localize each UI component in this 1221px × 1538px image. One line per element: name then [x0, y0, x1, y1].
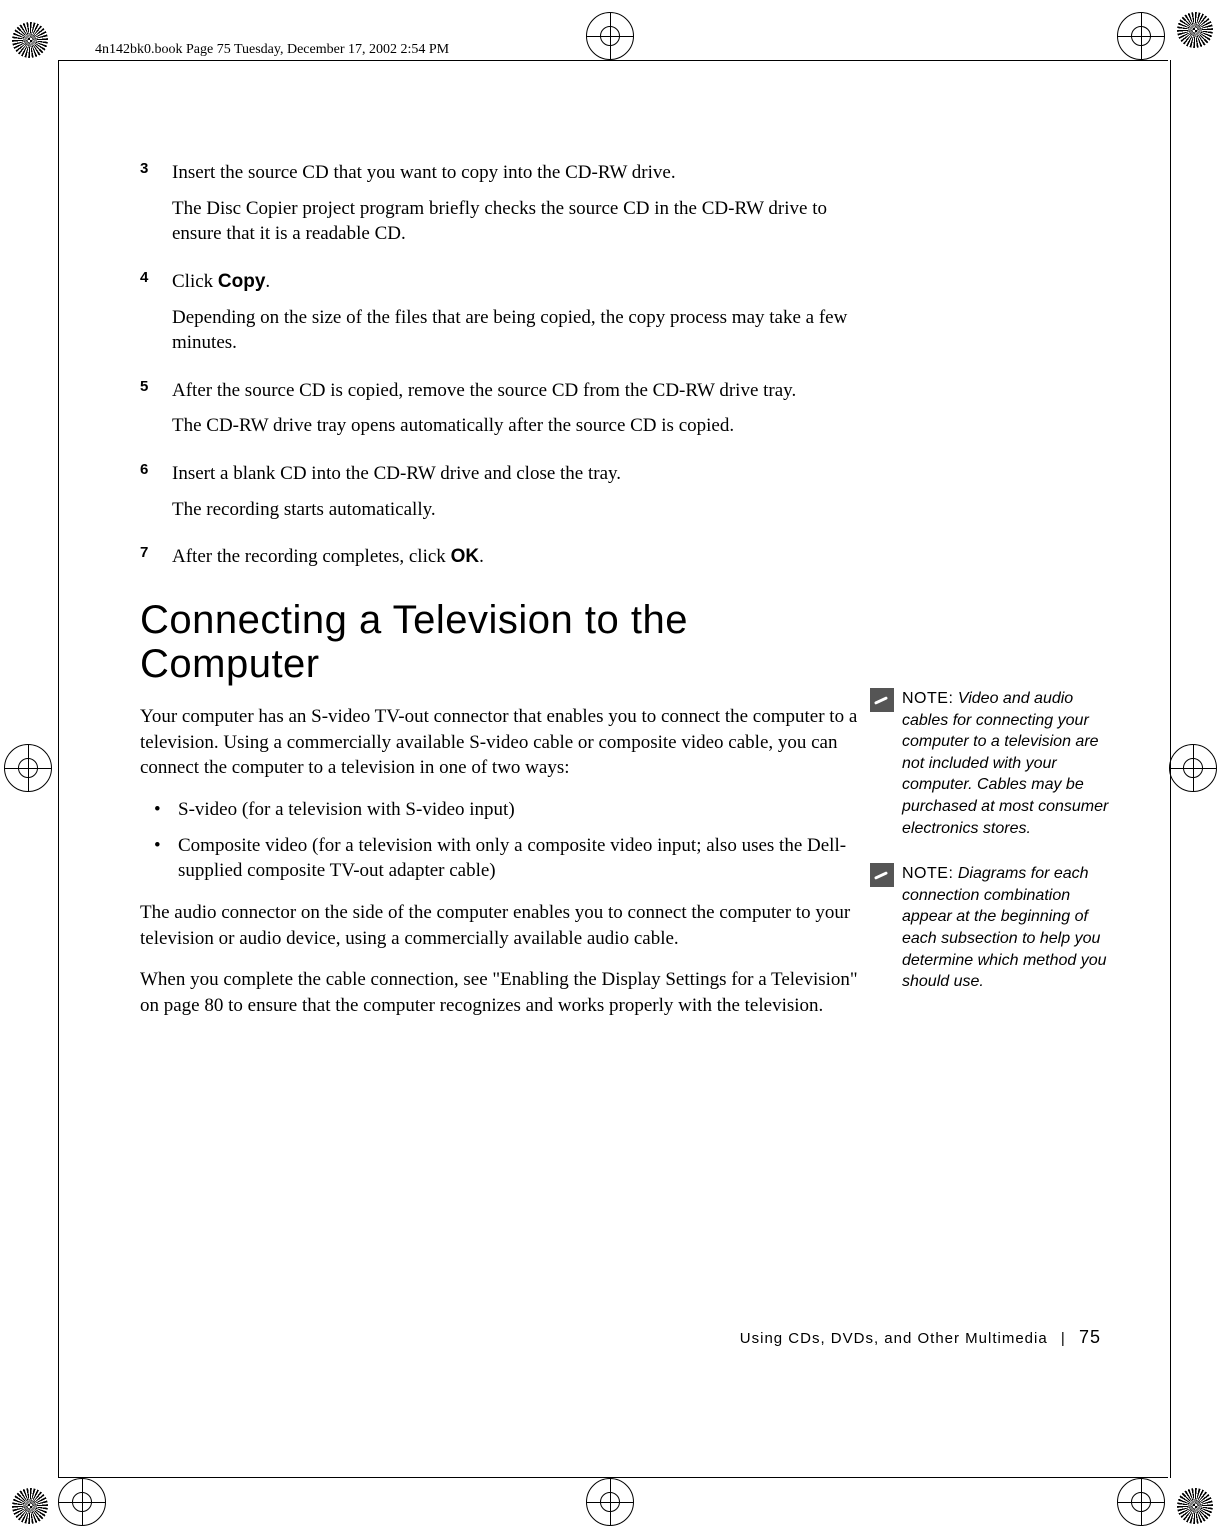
pencil-icon — [870, 688, 894, 712]
step-number: 5 — [140, 378, 172, 451]
note-text: NOTE: Diagrams for each connection combi… — [902, 863, 1120, 993]
bullet-list: • S-video (for a television with S-video… — [140, 797, 860, 884]
step-6: 6 Insert a blank CD into the CD-RW drive… — [140, 461, 860, 534]
bullet-text: S-video (for a television with S-video i… — [178, 797, 860, 823]
step-sub: The Disc Copier project program briefly … — [172, 196, 860, 247]
bullet-item: • Composite video (for a television with… — [140, 833, 860, 884]
step-5: 5 After the source CD is copied, remove … — [140, 378, 860, 451]
crop-line-bottom — [58, 1477, 1168, 1478]
section-title: Connecting a Television to the Computer — [140, 598, 860, 686]
crop-target-right — [1169, 744, 1217, 792]
para-ref: When you complete the cable connection, … — [140, 967, 860, 1018]
para-intro: Your computer has an S-video TV-out conn… — [140, 704, 860, 781]
note-text: NOTE: Video and audio cables for connect… — [902, 688, 1120, 839]
step-7: 7 After the recording completes, click O… — [140, 544, 860, 570]
step-sub: The CD-RW drive tray opens automatically… — [172, 413, 860, 439]
step-4: 4 Click Copy. Depending on the size of t… — [140, 269, 860, 368]
step-text: After the source CD is copied, remove th… — [172, 378, 860, 404]
pencil-icon — [870, 863, 894, 887]
crop-target-br — [1117, 1478, 1165, 1526]
bullet-text: Composite video (for a television with o… — [178, 833, 860, 884]
step-text: Insert a blank CD into the CD-RW drive a… — [172, 461, 860, 487]
bullet-mark: • — [140, 797, 178, 823]
running-header: 4n142bk0.book Page 75 Tuesday, December … — [95, 42, 449, 58]
step-sub: Depending on the size of the files that … — [172, 305, 860, 356]
crop-fan-tl — [12, 22, 48, 58]
footer-section: Using CDs, DVDs, and Other Multimedia — [740, 1330, 1048, 1347]
step-number: 6 — [140, 461, 172, 534]
crop-line-top — [58, 60, 1168, 61]
crop-line-left — [58, 60, 59, 1478]
step-number: 7 — [140, 544, 172, 570]
step-sub: The recording starts automatically. — [172, 497, 860, 523]
crop-fan-br — [1177, 1488, 1213, 1524]
page-footer: Using CDs, DVDs, and Other Multimedia | … — [740, 1327, 1101, 1348]
crop-line-right — [1170, 60, 1171, 1478]
sidebar-notes: NOTE: Video and audio cables for connect… — [870, 688, 1120, 1017]
note-cables: NOTE: Video and audio cables for connect… — [870, 688, 1120, 839]
crop-target-bl — [58, 1478, 106, 1526]
para-audio: The audio connector on the side of the c… — [140, 900, 860, 951]
step-3: 3 Insert the source CD that you want to … — [140, 160, 860, 259]
step-text: Click Copy. — [172, 269, 860, 295]
bullet-mark: • — [140, 833, 178, 884]
step-list: 3 Insert the source CD that you want to … — [140, 160, 860, 570]
main-content: 3 Insert the source CD that you want to … — [140, 160, 860, 1034]
crop-target-bottom — [586, 1478, 634, 1526]
step-text: Insert the source CD that you want to co… — [172, 160, 860, 186]
crop-target-top — [586, 12, 634, 60]
footer-separator: | — [1061, 1330, 1066, 1347]
crop-fan-tr — [1177, 12, 1213, 48]
crop-target-tr — [1117, 12, 1165, 60]
step-number: 3 — [140, 160, 172, 259]
step-text: After the recording completes, click OK. — [172, 544, 860, 570]
crop-fan-bl — [12, 1488, 48, 1524]
step-number: 4 — [140, 269, 172, 368]
page-number: 75 — [1079, 1327, 1101, 1347]
bullet-item: • S-video (for a television with S-video… — [140, 797, 860, 823]
crop-target-left — [4, 744, 52, 792]
note-diagrams: NOTE: Diagrams for each connection combi… — [870, 863, 1120, 993]
